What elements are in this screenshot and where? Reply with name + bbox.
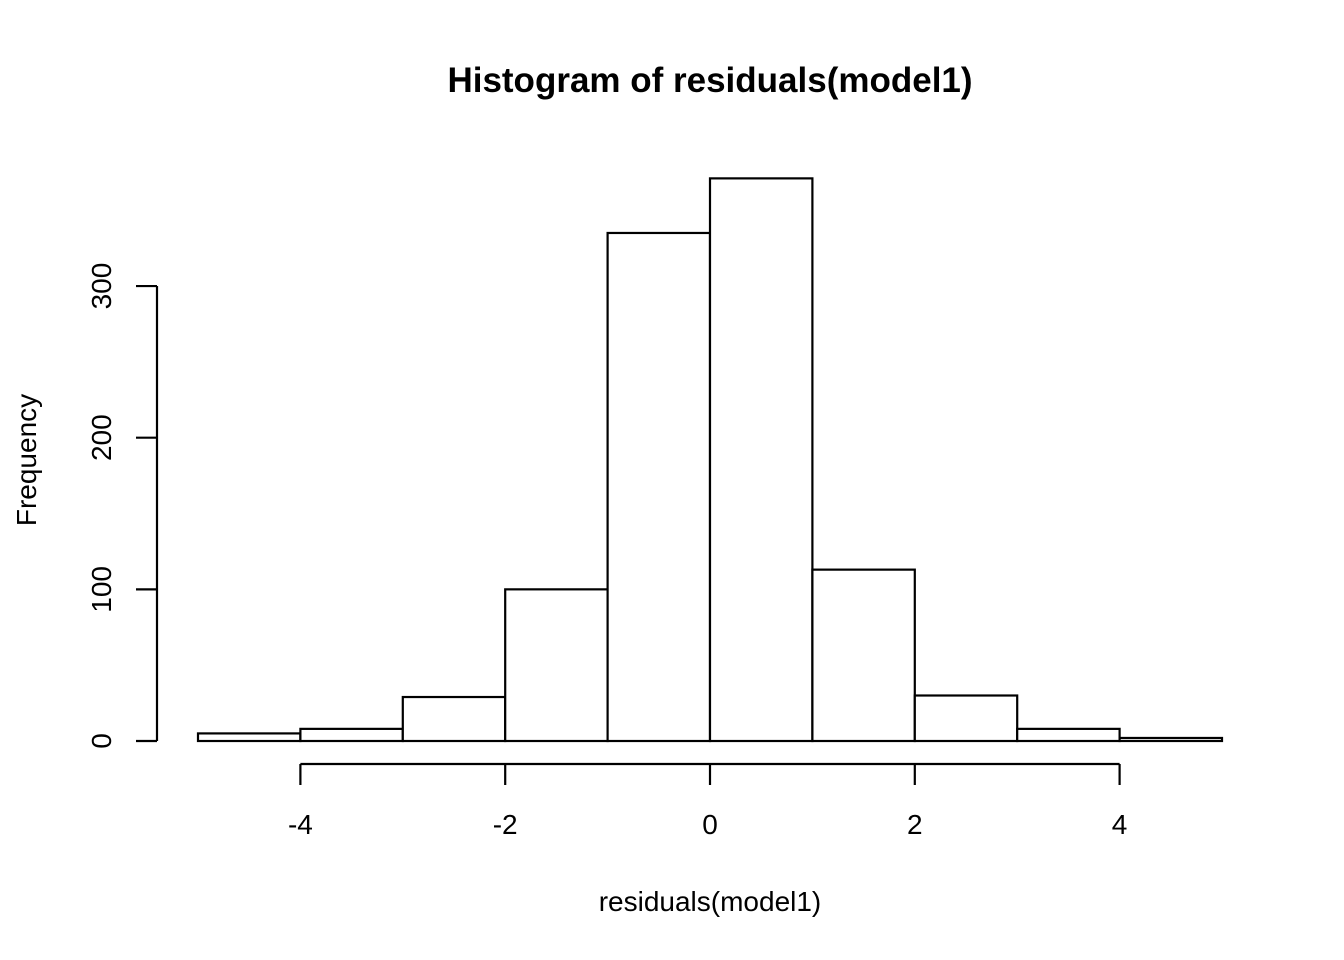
histogram-bar-4 xyxy=(606,231,712,743)
histogram-bar-1 xyxy=(299,727,404,743)
x-tick-label-4: 4 xyxy=(1112,809,1128,840)
histogram-bar-5 xyxy=(708,177,814,743)
y-tick-label-2: 200 xyxy=(86,414,117,461)
y-axis-label: Frequency xyxy=(11,394,42,526)
histogram-bar-0 xyxy=(196,732,302,743)
x-tick-label-2: 0 xyxy=(702,809,718,840)
y-tick-label-3: 300 xyxy=(86,263,117,310)
y-axis: 0 100 200 300 xyxy=(86,263,159,749)
histogram-bar-9 xyxy=(1118,736,1224,743)
bars-group xyxy=(196,177,1224,743)
chart-title: Histogram of residuals(model1) xyxy=(447,61,972,100)
x-tick-label-3: 2 xyxy=(907,809,923,840)
y-tick-label-1: 100 xyxy=(86,566,117,613)
histogram-bar-3 xyxy=(504,588,609,743)
histogram-bar-6 xyxy=(811,568,916,743)
histogram-bar-7 xyxy=(913,694,1019,743)
x-tick-label-1: -2 xyxy=(493,809,518,840)
x-tick-label-0: -4 xyxy=(288,809,313,840)
histogram-bar-2 xyxy=(401,695,507,743)
x-axis-label: residuals(model1) xyxy=(599,886,822,917)
y-tick-label-0: 0 xyxy=(86,733,117,749)
x-axis: -4 -2 0 2 4 xyxy=(288,762,1128,840)
histogram-bar-8 xyxy=(1016,727,1121,743)
